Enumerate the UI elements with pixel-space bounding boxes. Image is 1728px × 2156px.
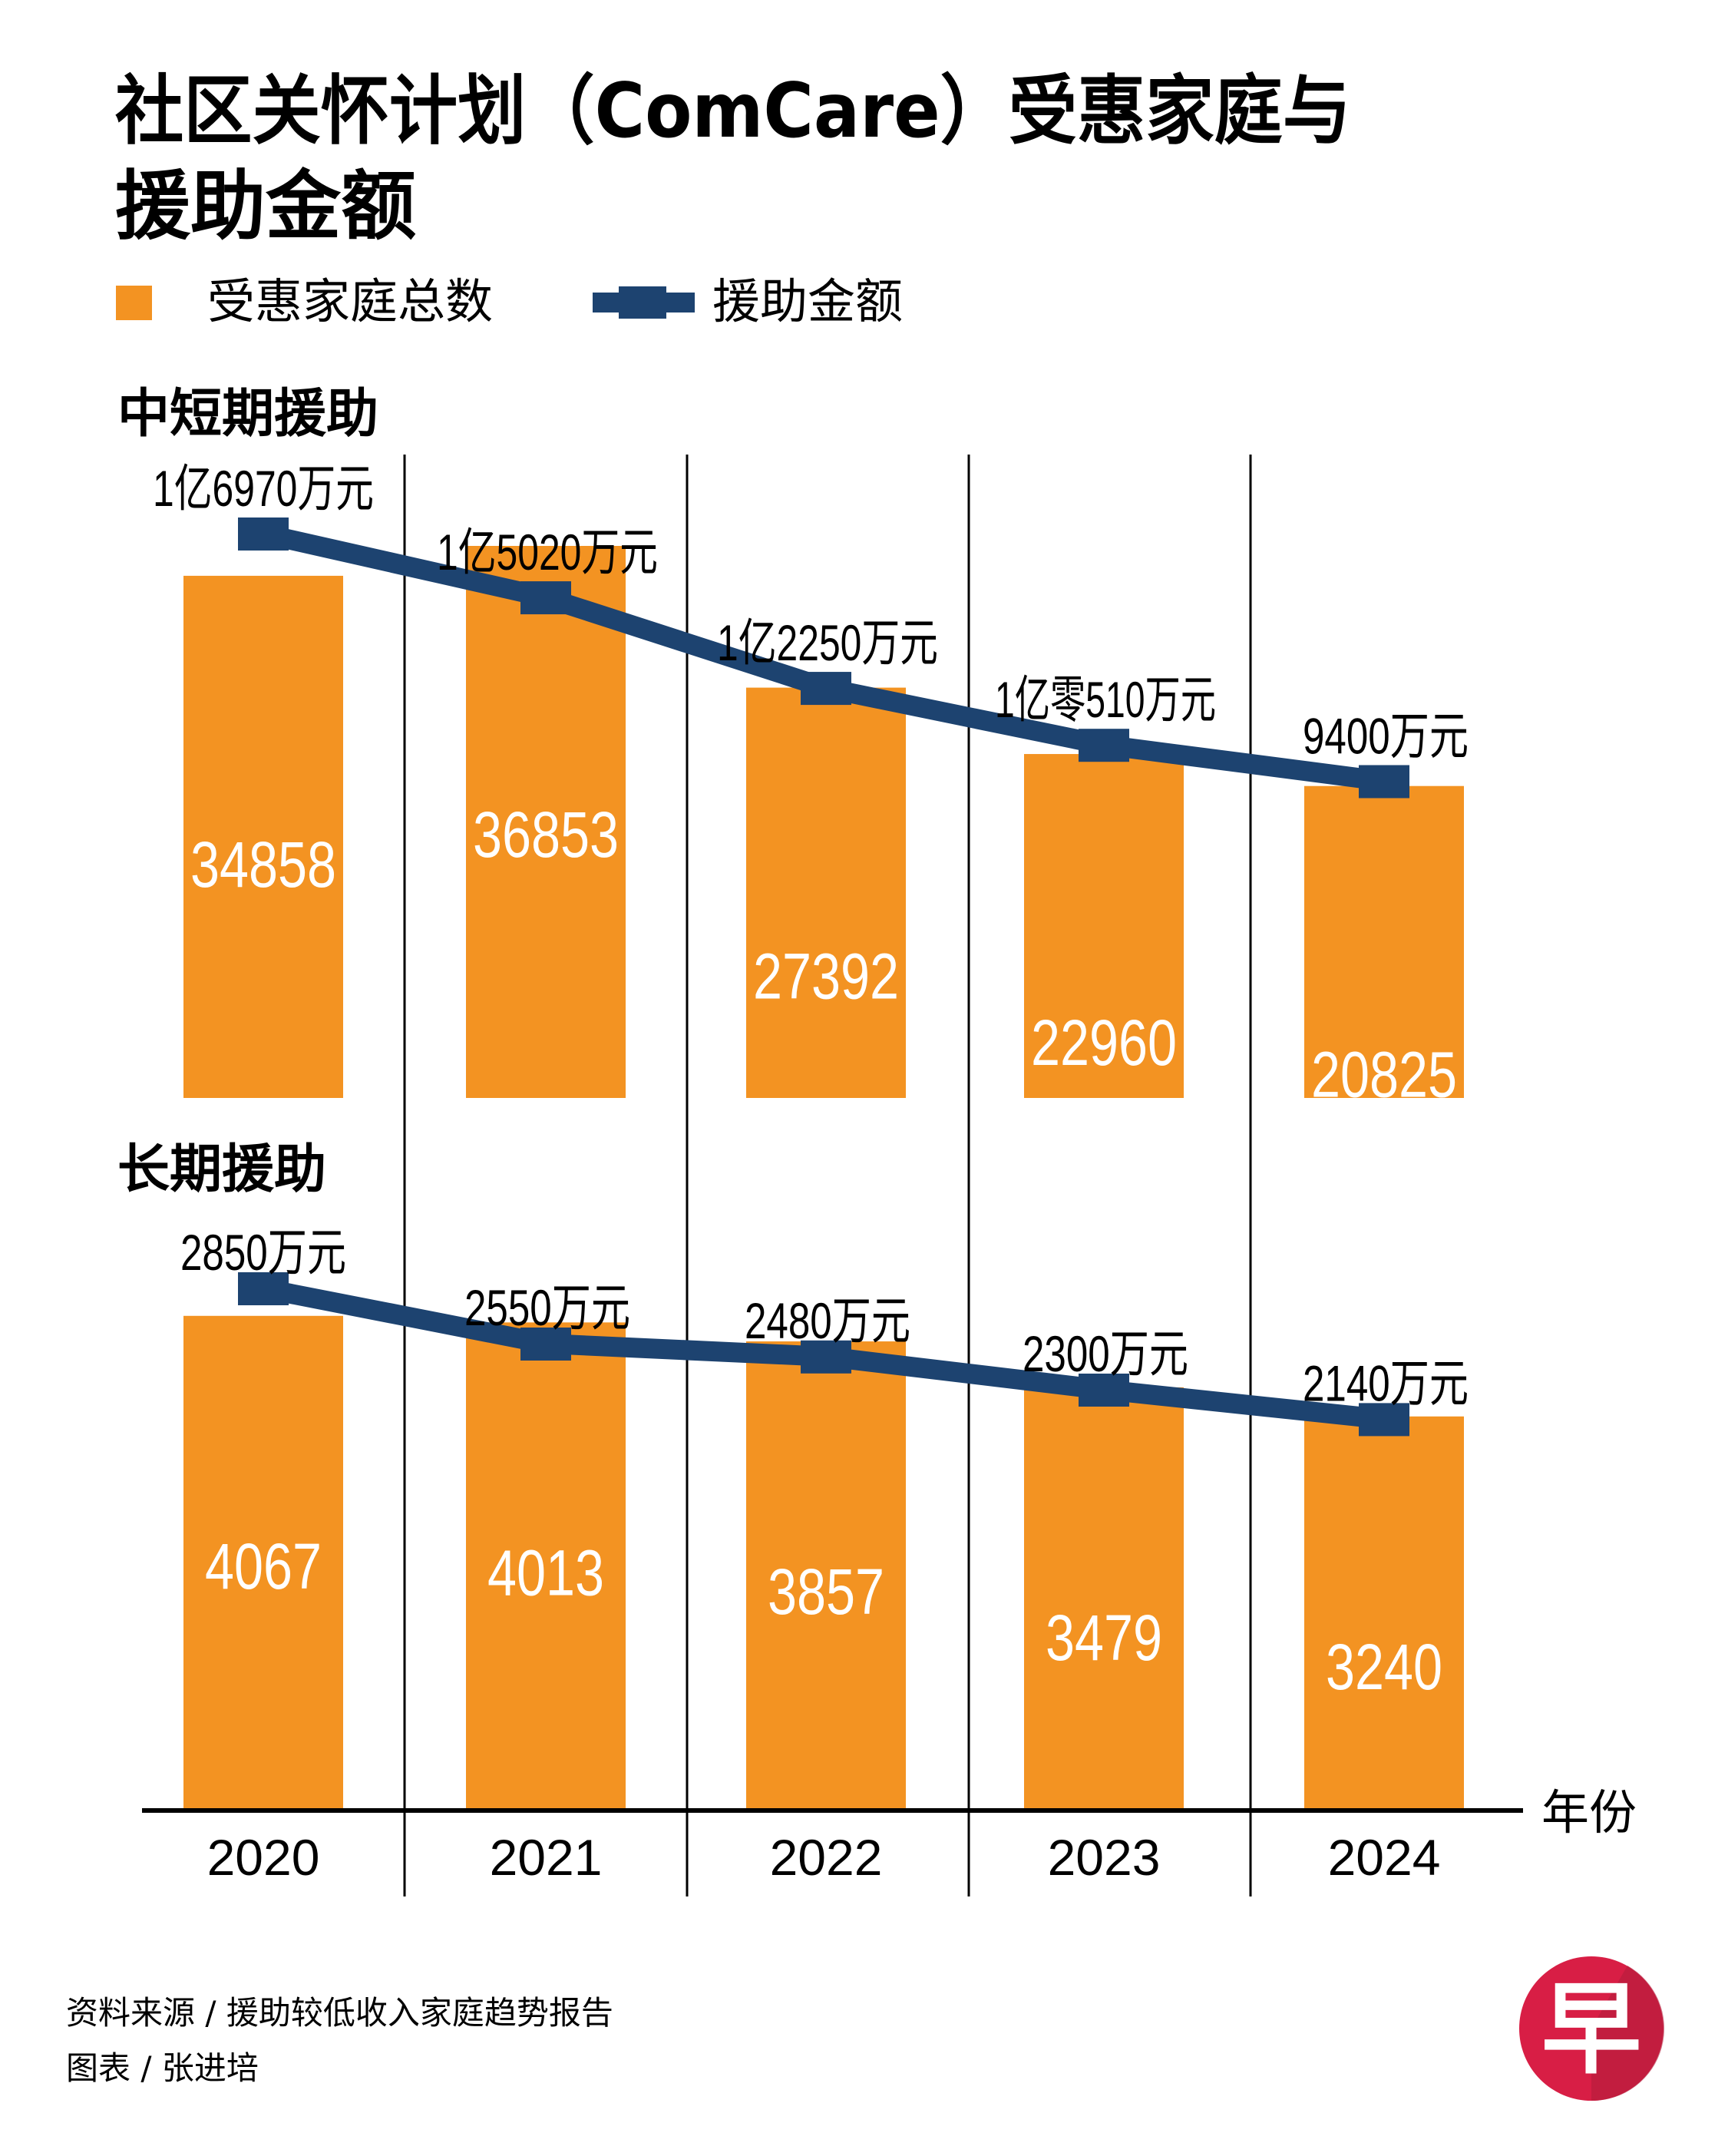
bar-value-label: 4067 <box>205 1530 322 1602</box>
amount-marker-2021 <box>520 581 571 615</box>
bar-value-label: 3479 <box>1046 1602 1162 1674</box>
x-tick-label-2024: 2024 <box>1328 1829 1441 1886</box>
amount-value-label: 2550万元 <box>464 1279 630 1336</box>
amount-marker-2022 <box>801 1340 851 1374</box>
legend-line-marker-icon <box>619 286 666 319</box>
amount-value-label: 1亿2250万元 <box>717 614 938 671</box>
bar-2020 <box>183 1315 343 1810</box>
zaobao-logo-icon: 早 <box>1519 1956 1665 2101</box>
bar-value-label: 34858 <box>190 828 336 901</box>
amount-marker-2023 <box>1079 1374 1129 1407</box>
amount-marker-2020 <box>238 518 289 551</box>
bar-value-label: 22960 <box>1031 1007 1177 1079</box>
amount-marker-2024 <box>1359 1403 1409 1437</box>
logo-shade <box>1591 1966 1665 2101</box>
x-tick-label-2020: 2020 <box>207 1829 320 1886</box>
amount-marker-2022 <box>801 672 851 706</box>
x-tick-label-2022: 2022 <box>770 1829 883 1886</box>
amount-value-label: 2300万元 <box>1023 1325 1188 1382</box>
logo-character: 早 <box>1541 1970 1641 2088</box>
bar-2023 <box>1024 1387 1184 1810</box>
x-tick-label-2021: 2021 <box>490 1829 603 1886</box>
panel-short-medium-term: 34858 36853 27392 22960 20825 1亿6970万元 1亿5020万… <box>153 460 1469 1111</box>
panel-long-term: 4067 4013 3857 3479 3240 2850万元 2550万元 2480万元 23… <box>180 1224 1469 1810</box>
bar-value-label: 20825 <box>1311 1039 1457 1111</box>
bar-value-label: 3240 <box>1326 1631 1442 1703</box>
section-title-short-medium-term: 中短期援助 <box>117 384 378 445</box>
legend-bar-swatch-icon <box>116 286 152 320</box>
amount-marker-2024 <box>1359 765 1409 799</box>
source-note: 资料来源 / 援助较低收入家庭趋势报告 <box>66 1994 613 2032</box>
bar-2021 <box>466 545 626 1098</box>
credit-note: 图表 / 张进培 <box>66 2049 259 2087</box>
column-dividers <box>403 455 1252 1896</box>
amount-value-label: 1亿6970万元 <box>153 460 374 517</box>
bar-2024 <box>1304 1416 1464 1810</box>
amount-marker-2023 <box>1079 729 1129 762</box>
x-axis-tick-labels: 2020 2021 2022 2023 2024 <box>207 1829 1441 1886</box>
legend: 受惠家庭总数 援助金额 <box>116 273 903 329</box>
bar-2024 <box>1304 785 1464 1098</box>
bar-2022 <box>746 687 906 1098</box>
legend-bar-label: 受惠家庭总数 <box>207 273 493 329</box>
amount-value-label: 2850万元 <box>180 1224 346 1281</box>
bar-value-label: 3857 <box>768 1556 884 1628</box>
bar-value-label: 27392 <box>753 941 899 1013</box>
x-tick-label-2023: 2023 <box>1048 1829 1161 1886</box>
section-title-long-term: 长期援助 <box>117 1139 326 1200</box>
legend-line-label: 援助金额 <box>712 273 903 329</box>
amount-value-label: 2480万元 <box>745 1292 910 1349</box>
amount-value-label: 1亿5020万元 <box>437 524 658 580</box>
bar-2023 <box>1024 754 1184 1098</box>
bar-2020 <box>183 575 343 1098</box>
amount-marker-2020 <box>238 1272 289 1305</box>
bar-value-label: 36853 <box>473 799 619 871</box>
amount-value-label: 9400万元 <box>1303 707 1469 764</box>
chart-title-line1: 社区关怀计划（ComCare）受惠家庭与 <box>115 68 1351 155</box>
bar-2021 <box>466 1322 626 1810</box>
bar-value-label: 4013 <box>487 1536 604 1609</box>
amount-value-label: 2140万元 <box>1303 1354 1469 1411</box>
chart-title-line2: 援助金额 <box>115 163 416 250</box>
x-axis-unit-label: 年份 <box>1541 1784 1637 1840</box>
bar-2022 <box>746 1341 906 1810</box>
amount-marker-2021 <box>520 1328 571 1361</box>
amount-value-label: 1亿零510万元 <box>995 671 1216 728</box>
